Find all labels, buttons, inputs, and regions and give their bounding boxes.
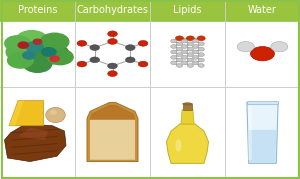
Polygon shape: [90, 105, 135, 120]
Circle shape: [176, 47, 183, 51]
Bar: [0, 0, 300, 21]
Polygon shape: [90, 108, 135, 160]
Circle shape: [192, 45, 199, 48]
Circle shape: [250, 47, 274, 61]
Circle shape: [176, 36, 184, 41]
Polygon shape: [249, 130, 276, 163]
Circle shape: [198, 64, 204, 67]
Circle shape: [197, 36, 205, 41]
Circle shape: [138, 61, 148, 67]
Circle shape: [171, 55, 177, 59]
Circle shape: [40, 33, 69, 50]
Circle shape: [198, 42, 204, 46]
Circle shape: [192, 39, 199, 43]
Circle shape: [187, 58, 194, 62]
Circle shape: [125, 57, 135, 63]
Circle shape: [90, 57, 100, 63]
Circle shape: [125, 45, 135, 50]
Circle shape: [187, 64, 194, 67]
Circle shape: [187, 47, 194, 51]
Circle shape: [182, 55, 188, 59]
Circle shape: [176, 64, 183, 67]
Circle shape: [171, 39, 177, 43]
Polygon shape: [181, 110, 194, 124]
Circle shape: [192, 61, 199, 65]
Polygon shape: [248, 106, 252, 160]
Circle shape: [34, 43, 69, 64]
Polygon shape: [183, 104, 192, 110]
Circle shape: [23, 55, 52, 72]
Polygon shape: [167, 124, 208, 163]
Circle shape: [16, 36, 59, 61]
Circle shape: [176, 53, 183, 57]
Circle shape: [108, 38, 117, 44]
Text: Water: Water: [248, 5, 277, 15]
Polygon shape: [247, 103, 278, 163]
Polygon shape: [9, 101, 44, 126]
Circle shape: [171, 50, 177, 54]
Circle shape: [16, 31, 47, 49]
Circle shape: [182, 45, 188, 48]
Circle shape: [186, 36, 194, 41]
Circle shape: [138, 40, 148, 46]
Circle shape: [26, 42, 43, 52]
Circle shape: [187, 42, 194, 46]
Circle shape: [198, 58, 204, 62]
Text: Proteins: Proteins: [18, 5, 57, 15]
Circle shape: [271, 42, 288, 52]
Circle shape: [198, 47, 204, 51]
Circle shape: [187, 53, 194, 57]
Circle shape: [176, 58, 183, 62]
Polygon shape: [18, 128, 48, 140]
Ellipse shape: [46, 107, 65, 123]
Circle shape: [108, 71, 117, 76]
Circle shape: [6, 42, 40, 62]
Circle shape: [18, 42, 28, 48]
Circle shape: [192, 55, 199, 59]
Ellipse shape: [176, 139, 182, 152]
Circle shape: [50, 56, 59, 61]
Circle shape: [237, 42, 254, 52]
Circle shape: [192, 50, 199, 54]
Circle shape: [198, 53, 204, 57]
Ellipse shape: [50, 110, 57, 115]
Circle shape: [108, 31, 117, 37]
Polygon shape: [4, 124, 66, 161]
Circle shape: [182, 39, 188, 43]
Circle shape: [90, 45, 100, 50]
Ellipse shape: [183, 103, 192, 105]
Polygon shape: [87, 102, 138, 161]
Text: Carbohydrates: Carbohydrates: [76, 5, 148, 15]
Polygon shape: [9, 101, 24, 126]
Circle shape: [77, 40, 87, 46]
Circle shape: [77, 61, 87, 67]
Circle shape: [182, 61, 188, 65]
Circle shape: [171, 61, 177, 65]
Polygon shape: [247, 101, 278, 104]
Text: Lipids: Lipids: [173, 5, 202, 15]
Circle shape: [171, 45, 177, 48]
Circle shape: [176, 42, 183, 46]
Circle shape: [42, 48, 56, 56]
Circle shape: [47, 49, 73, 65]
Circle shape: [8, 53, 33, 68]
Circle shape: [108, 63, 117, 69]
Circle shape: [5, 36, 30, 51]
Circle shape: [182, 50, 188, 54]
Circle shape: [23, 52, 35, 59]
Circle shape: [33, 39, 42, 44]
